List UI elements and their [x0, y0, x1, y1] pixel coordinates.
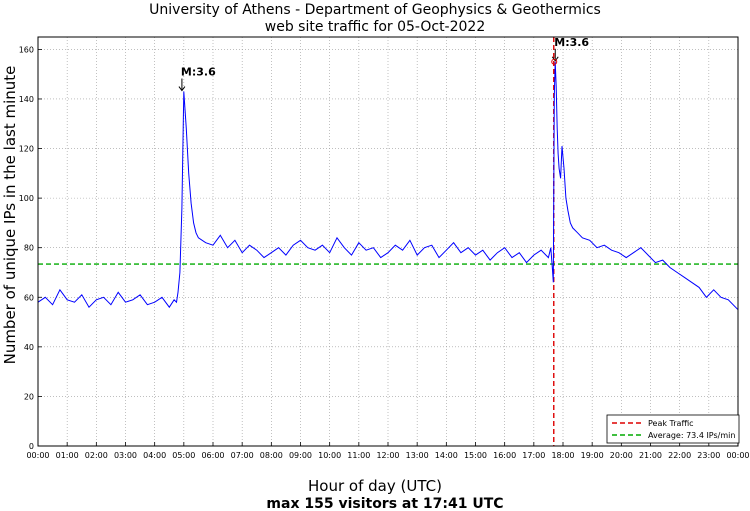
x-tick-label: 12:00: [376, 451, 399, 460]
x-tick-label: 04:00: [143, 451, 166, 460]
x-tick-label: 02:00: [85, 451, 108, 460]
x-axis-label: Hour of day (UTC): [308, 477, 442, 495]
x-tick-label: 10:00: [318, 451, 341, 460]
chart-title-line1: University of Athens - Department of Geo…: [149, 2, 601, 18]
y-tick-label: 120: [19, 145, 34, 154]
grid-lines: [37, 37, 739, 447]
x-tick-label: 15:00: [464, 451, 487, 460]
x-tick-label: 11:00: [347, 451, 370, 460]
chart-subtitle: max 155 visitors at 17:41 UTC: [266, 496, 503, 511]
traffic-series-line: [37, 61, 739, 311]
x-tick-label: 22:00: [668, 451, 691, 460]
peak-marker: [551, 58, 558, 65]
x-tick-label: 08:00: [260, 451, 283, 460]
x-tick-label: 13:00: [406, 451, 429, 460]
x-tick-label: 14:00: [435, 451, 458, 460]
y-tick-label: 0: [29, 442, 34, 451]
legend-box: [606, 414, 740, 444]
y-tick-label: 40: [24, 343, 34, 352]
annotation-label: M:3.6: [181, 66, 216, 79]
x-tick-label: 21:00: [639, 451, 662, 460]
plot-frame: [37, 36, 739, 447]
y-tick-label: 60: [24, 293, 34, 302]
y-axis-label: Number of unique IPs in the last minute: [1, 66, 19, 365]
x-tick-label: 09:00: [289, 451, 312, 460]
y-tick-label: 20: [24, 392, 34, 401]
annotation-label: M:3.6: [554, 36, 589, 49]
x-tick-label: 17:00: [522, 451, 545, 460]
x-tick-label: 18:00: [551, 451, 574, 460]
x-tick-label: 23:00: [697, 451, 720, 460]
annotation-arrowhead: [551, 56, 559, 62]
x-tick-label: 03:00: [114, 451, 137, 460]
x-tick-label: 05:00: [172, 451, 195, 460]
x-tick-label: 07:00: [231, 451, 254, 460]
x-tick-label: 16:00: [493, 451, 516, 460]
x-tick-label: 01:00: [56, 451, 79, 460]
legend-peak-label: Peak Traffic: [648, 419, 694, 428]
x-tick-label: 06:00: [201, 451, 224, 460]
series-lines: [37, 61, 739, 311]
annotation-arrowhead: [178, 86, 186, 92]
y-tick-label: 160: [19, 45, 34, 54]
x-tick-label: 00:00: [26, 451, 49, 460]
legend-average-label: Average: 73.4 IPs/min: [648, 431, 735, 440]
y-tick-label: 100: [19, 194, 34, 203]
chart-title-line2: web site traffic for 05-Oct-2022: [265, 19, 486, 35]
x-tick-label: 20:00: [610, 451, 633, 460]
x-tick-label: 19:00: [581, 451, 604, 460]
x-tick-labels: 00:00 01:00 02:00 03:00 04:00 05:00 06:00 07:00…: [26, 451, 749, 460]
y-tick-label: 140: [19, 95, 34, 104]
x-tick-label: 00:00: [726, 451, 749, 460]
legend: Peak Traffic Average: 73.4 IPs/min: [606, 414, 740, 444]
y-tick-label: 80: [24, 244, 34, 253]
y-tick-labels: 0 20 40 60 80 100 120 140 160: [19, 45, 34, 451]
annotations: M:3.6 M:3.6: [178, 36, 589, 92]
